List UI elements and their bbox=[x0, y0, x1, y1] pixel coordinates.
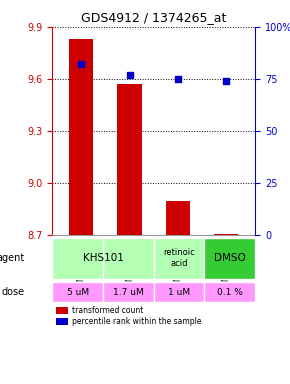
FancyBboxPatch shape bbox=[103, 238, 154, 278]
Text: 1 uM: 1 uM bbox=[168, 288, 190, 297]
Text: retinoic
acid: retinoic acid bbox=[163, 248, 195, 268]
Text: 5 uM: 5 uM bbox=[66, 288, 89, 297]
Bar bbox=[166, 200, 190, 235]
FancyBboxPatch shape bbox=[52, 282, 103, 303]
Bar bbox=[214, 233, 238, 235]
FancyBboxPatch shape bbox=[204, 282, 255, 303]
Text: percentile rank within the sample: percentile rank within the sample bbox=[72, 317, 202, 326]
Title: GDS4912 / 1374265_at: GDS4912 / 1374265_at bbox=[81, 11, 226, 24]
Point bbox=[79, 61, 84, 68]
Text: 0.1 %: 0.1 % bbox=[217, 288, 243, 297]
Text: 1.7 uM: 1.7 uM bbox=[113, 288, 144, 297]
Text: DMSO: DMSO bbox=[214, 253, 246, 263]
Text: dose: dose bbox=[1, 287, 24, 297]
FancyBboxPatch shape bbox=[52, 238, 103, 278]
FancyBboxPatch shape bbox=[103, 282, 154, 303]
Point bbox=[127, 72, 132, 78]
Bar bbox=[69, 39, 93, 235]
Point bbox=[224, 78, 229, 84]
Bar bbox=[56, 307, 68, 314]
Text: KHS101: KHS101 bbox=[83, 253, 123, 263]
Point bbox=[175, 76, 180, 82]
FancyBboxPatch shape bbox=[204, 238, 255, 278]
FancyBboxPatch shape bbox=[154, 238, 204, 278]
Bar bbox=[117, 84, 142, 235]
FancyBboxPatch shape bbox=[154, 282, 204, 303]
Text: agent: agent bbox=[0, 253, 24, 263]
Text: transformed count: transformed count bbox=[72, 306, 144, 315]
Bar bbox=[56, 318, 68, 325]
